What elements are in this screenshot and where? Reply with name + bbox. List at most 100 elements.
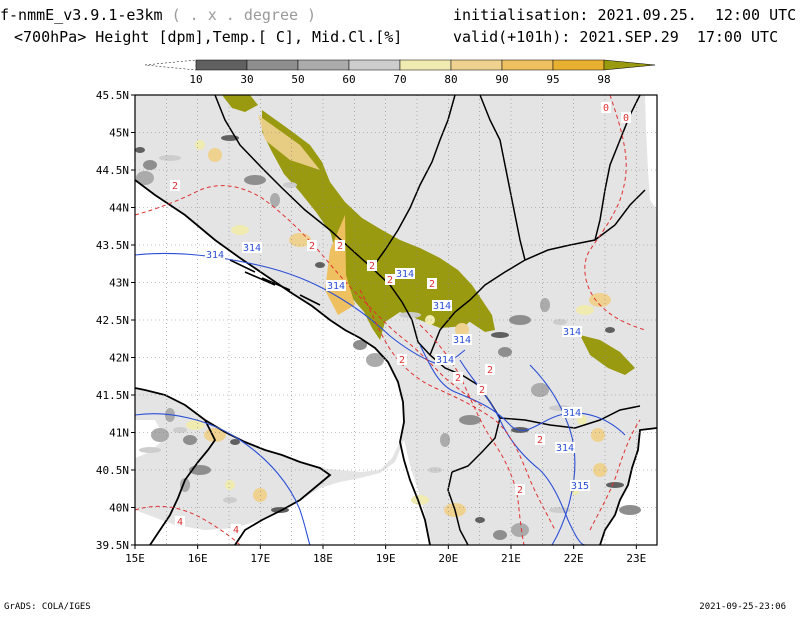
temp-label-bg bbox=[170, 180, 180, 191]
height-contour-label: 314 bbox=[556, 443, 574, 454]
lat-label: 43N bbox=[109, 277, 129, 290]
height-label-bg bbox=[570, 480, 590, 491]
lon-label: 18E bbox=[313, 552, 333, 565]
valid-time: valid(+101h): 2021.SEP.29 17:00 UTC bbox=[453, 28, 779, 46]
temp-label-bg bbox=[335, 240, 345, 251]
height-contour-label: 314 bbox=[563, 408, 581, 419]
temp-contour-line bbox=[135, 185, 486, 409]
height-label-bg bbox=[242, 242, 262, 253]
cloud-blob bbox=[173, 427, 187, 433]
cloud-area bbox=[222, 95, 258, 112]
temp-contour-line bbox=[419, 324, 525, 545]
lat-label: 41.5N bbox=[96, 389, 129, 402]
italy-coastline bbox=[135, 387, 332, 545]
cloud-blob bbox=[225, 480, 235, 490]
temp-contour-label: 2 bbox=[172, 181, 178, 192]
lat-label: 42N bbox=[109, 352, 129, 365]
lon-label: 20E bbox=[438, 552, 458, 565]
height-contour-line bbox=[135, 413, 311, 545]
lon-label: 23E bbox=[626, 552, 646, 565]
height-contour-label: 314 bbox=[327, 281, 345, 292]
colorbar-label: 30 bbox=[240, 73, 253, 86]
height-contour-label: 314 bbox=[243, 243, 261, 254]
cloud-blob bbox=[143, 160, 157, 170]
temp-label-bg bbox=[515, 484, 525, 495]
temp-label-bg bbox=[453, 372, 463, 383]
temp-label-bg bbox=[307, 240, 317, 251]
ionian-sea bbox=[135, 440, 430, 545]
lon-label: 21E bbox=[501, 552, 521, 565]
temp-contour-label: 2 bbox=[309, 241, 315, 252]
cloud-blob bbox=[440, 433, 450, 447]
colorbar-box bbox=[603, 59, 656, 71]
cloud-blob bbox=[186, 420, 204, 430]
lat-label: 44N bbox=[109, 202, 129, 215]
height-label-bg bbox=[555, 442, 575, 453]
cloud-blob bbox=[231, 225, 249, 235]
projection-label: ( . x . degree ) bbox=[171, 6, 317, 24]
temp-contour-label: 2 bbox=[455, 373, 461, 384]
colorbar-label: 70 bbox=[393, 73, 406, 86]
cloud-blob bbox=[511, 523, 529, 537]
render-timestamp: 2021-09-25-23:06 bbox=[699, 602, 786, 612]
height-contour-label: 314 bbox=[563, 327, 581, 338]
height-contour-label: 314 bbox=[453, 335, 471, 346]
temp-contour-label: 4 bbox=[177, 517, 183, 528]
temp-label-bg bbox=[397, 354, 407, 365]
colorbar-box bbox=[297, 59, 350, 71]
colorbar-label: 60 bbox=[342, 73, 355, 86]
model-title: f-nmmE_v3.9.1-e3km ( . x . degree ) bbox=[0, 6, 316, 24]
cloud-blob bbox=[283, 182, 297, 188]
temp-contour-label: 2 bbox=[337, 241, 343, 252]
height-label-bg bbox=[452, 334, 472, 345]
cloud-blob bbox=[139, 447, 161, 453]
cloud-area bbox=[258, 115, 320, 170]
cloud-blob bbox=[576, 305, 594, 315]
cloud-blob bbox=[491, 332, 509, 338]
cloud-blob bbox=[606, 482, 624, 488]
colorbar-label: 98 bbox=[597, 73, 610, 86]
temp-label-bg bbox=[621, 112, 631, 123]
grads-credit: GrADS: COLA/IGES bbox=[4, 602, 91, 612]
field-description: <700hPa> Height [dpm],Temp.[ C], Mid.Cl.… bbox=[14, 28, 403, 46]
cloud-blob bbox=[353, 340, 367, 350]
cloud-blob bbox=[270, 193, 280, 207]
cloud-blob bbox=[223, 497, 237, 503]
croatia-islands bbox=[229, 259, 321, 306]
lat-label: 40N bbox=[109, 502, 129, 515]
height-contour-label: 314 bbox=[206, 250, 224, 261]
aegean-coastline bbox=[599, 427, 657, 545]
colorbar-box bbox=[501, 59, 554, 71]
colorbar-box bbox=[195, 59, 248, 71]
cloud-blob bbox=[411, 495, 429, 505]
height-contour-label: 315 bbox=[571, 481, 589, 492]
cloud-blob bbox=[553, 319, 567, 325]
colorbar-label: 10 bbox=[189, 73, 202, 86]
colorbar-box bbox=[348, 59, 401, 71]
lat-label: 40.5N bbox=[96, 464, 129, 477]
colorbar-box bbox=[552, 59, 605, 71]
temp-contour-label: 2 bbox=[517, 485, 523, 496]
colorbar-box bbox=[399, 59, 452, 71]
cloud-blob bbox=[136, 171, 154, 185]
cloud-blob bbox=[135, 147, 145, 153]
cloud-blob bbox=[619, 505, 641, 515]
cloud-blob bbox=[459, 415, 481, 425]
cloud-blob bbox=[549, 507, 571, 513]
colorbar-label: 80 bbox=[444, 73, 457, 86]
black-sea-edge bbox=[645, 95, 657, 210]
height-label-bg bbox=[562, 407, 582, 418]
temp-contour-label: 0 bbox=[603, 103, 609, 114]
lat-label: 45N bbox=[109, 127, 129, 140]
adriatic-sea bbox=[135, 180, 404, 472]
cloud-blob bbox=[208, 148, 222, 162]
cloud-blob bbox=[244, 175, 266, 185]
temp-contour-line bbox=[589, 419, 641, 531]
lon-label: 16E bbox=[188, 552, 208, 565]
height-label-bg bbox=[395, 268, 415, 279]
height-contour-label: 314 bbox=[436, 355, 454, 366]
height-label-bg bbox=[435, 354, 455, 365]
temp-label-bg bbox=[385, 274, 395, 285]
lon-label: 17E bbox=[250, 552, 270, 565]
